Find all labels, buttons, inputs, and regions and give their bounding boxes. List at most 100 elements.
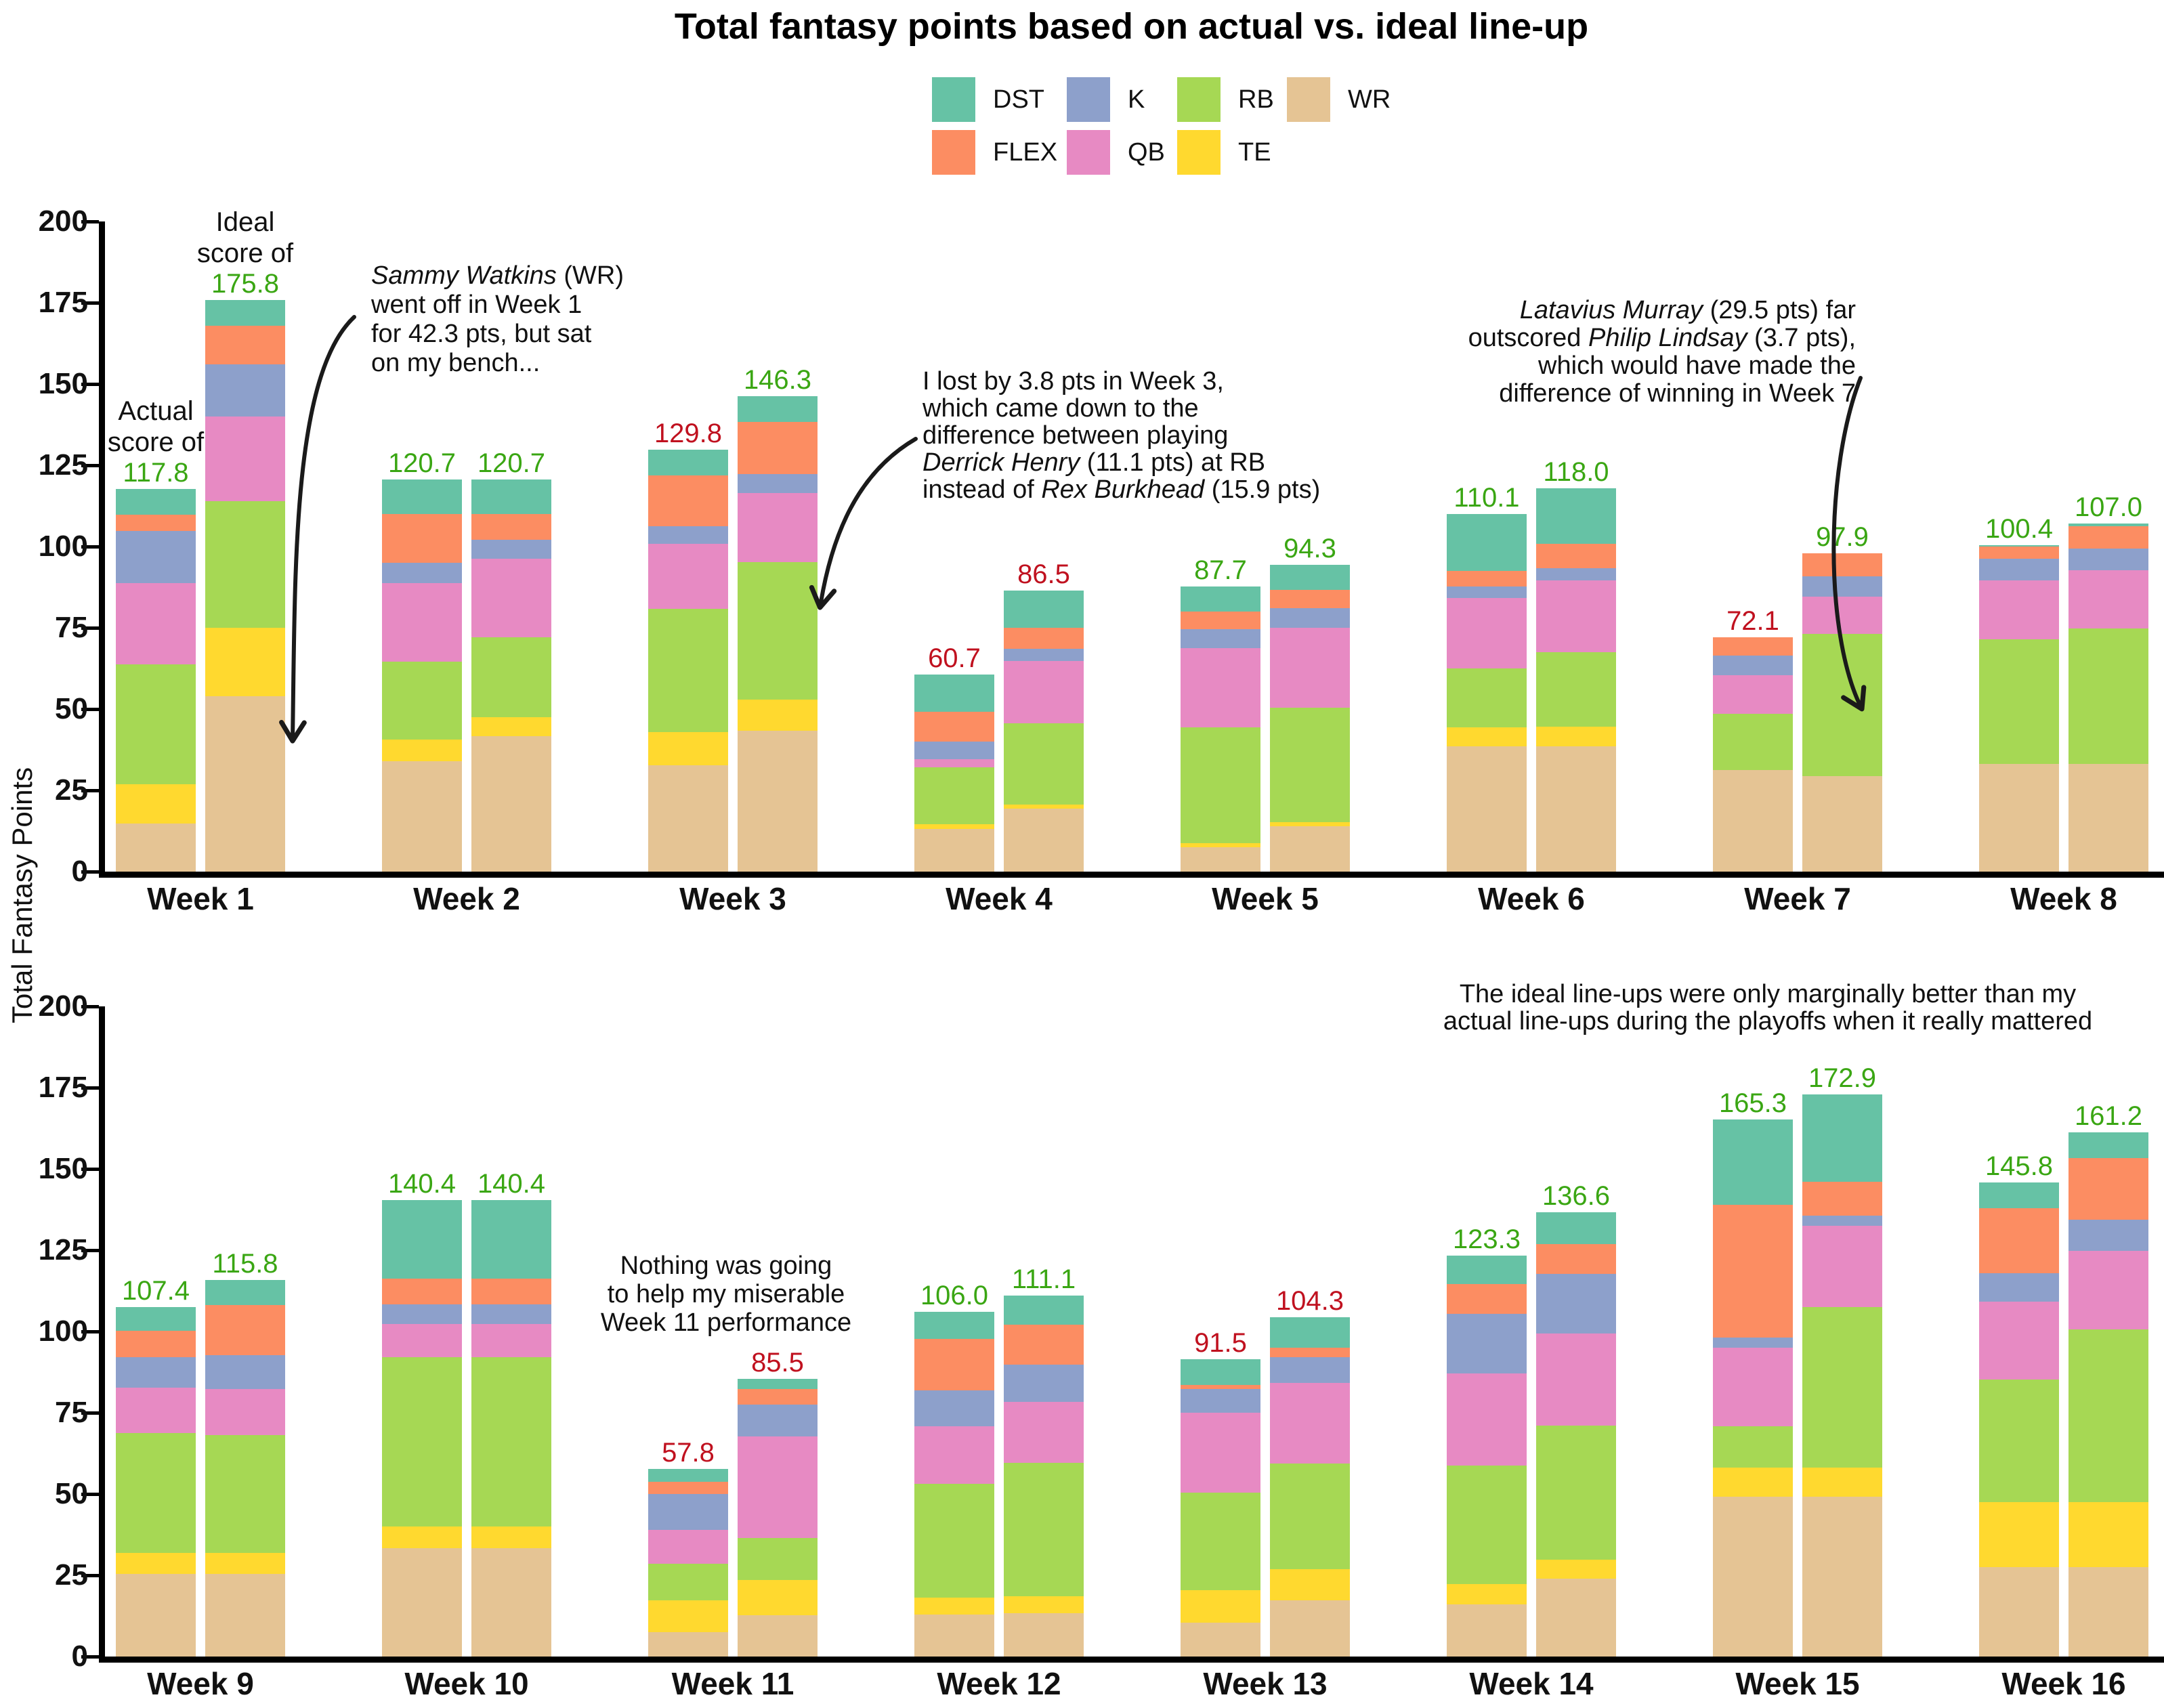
value-label-actual: 91.5: [1194, 1327, 1247, 1358]
bar-segment-te: [914, 1597, 994, 1615]
bar-segment-flex: [1181, 1384, 1260, 1390]
bar-segment-k: [1181, 1389, 1260, 1413]
bar-segment-qb: [382, 582, 462, 662]
bar-segment-wr: [914, 828, 994, 872]
value-label-ideal: 172.9: [1808, 1063, 1877, 1094]
legend-item-k: K: [1067, 77, 1145, 122]
k-swatch-icon: [1067, 77, 1110, 122]
y-tick-label: 100: [38, 1315, 88, 1348]
bar-segment-k: [648, 526, 728, 544]
bar-segment-rb: [1979, 639, 2059, 765]
bar-segment-k: [1979, 558, 2059, 580]
bar-segment-te: [1181, 1589, 1260, 1623]
x-tick-label-week-4: Week 4: [946, 881, 1053, 916]
y-tick-mark: [81, 626, 99, 630]
bar-segment-rb: [2068, 1329, 2148, 1502]
bar-segment-wr: [116, 823, 196, 872]
legend-item-flex: FLEX: [932, 130, 1057, 175]
bar-segment-qb: [1802, 1226, 1882, 1307]
bar-segment-qb: [1004, 661, 1084, 723]
bar-segment-qb: [648, 1529, 728, 1564]
bar-segment-flex: [1270, 1348, 1350, 1358]
legend-item-dst: DST: [932, 77, 1044, 122]
y-tick-label: 75: [55, 1396, 88, 1429]
bar-segment-k: [2068, 548, 2148, 571]
y-tick-mark: [81, 301, 99, 305]
bar-segment-qb: [205, 417, 285, 501]
bar-segment-dst: [1979, 1182, 2059, 1209]
bar-segment-dst: [1004, 1295, 1084, 1325]
bar-segment-rb: [382, 661, 462, 740]
x-tick-label-week-3: Week 3: [679, 881, 786, 916]
y-tick-label: 100: [38, 530, 88, 563]
bar-segment-wr: [1979, 764, 2059, 872]
value-label-ideal: 161.2: [2074, 1101, 2143, 1132]
bar-segment-wr: [738, 1615, 818, 1657]
bar-segment-flex: [914, 711, 994, 742]
y-axis-title: Total Fantasy Points: [6, 767, 38, 1024]
bar-segment-dst: [1004, 590, 1084, 628]
sammy-watkins-arrow: [279, 315, 356, 744]
bar-segment-qb: [1181, 1413, 1260, 1493]
bar-segment-wr: [1447, 746, 1527, 872]
bar-segment-te: [1270, 822, 1350, 827]
bar-segment-qb: [116, 582, 196, 664]
bar-segment-k: [1802, 1215, 1882, 1226]
bar-segment-te: [1270, 1569, 1350, 1600]
bar-segment-rb: [1447, 668, 1527, 728]
value-label-actual: 106.0: [920, 1281, 989, 1311]
bar-segment-wr: [116, 1573, 196, 1657]
legend-label: DST: [993, 85, 1044, 114]
value-label-ideal: 104.3: [1275, 1286, 1344, 1317]
value-label-ideal: 85.5: [751, 1347, 804, 1378]
bar-segment-qb: [382, 1324, 462, 1357]
value-label-actual: 123.3: [1452, 1224, 1521, 1255]
bar-segment-qb: [205, 1389, 285, 1435]
x-tick-label-week-13: Week 13: [1203, 1666, 1328, 1701]
y-tick-mark: [81, 463, 99, 467]
bar-segment-k: [1270, 1357, 1350, 1384]
bar-segment-k: [471, 1304, 551, 1325]
value-label-ideal: 120.7: [477, 448, 546, 478]
bar-segment-qb: [648, 543, 728, 609]
legend-item-te: TE: [1177, 130, 1271, 175]
bar-segment-k: [1004, 648, 1084, 662]
bar-segment-rb: [1802, 633, 1882, 776]
x-tick-label-week-2: Week 2: [413, 881, 520, 916]
bar-segment-wr: [1270, 826, 1350, 872]
bar-segment-rb: [1536, 652, 1616, 727]
sammy-watkins-note: Sammy Watkins (WR) went off in Week 1 for …: [371, 261, 624, 377]
bar-segment-k: [1713, 655, 1793, 676]
bar-segment-te: [1181, 842, 1260, 848]
bar-segment-wr: [1536, 746, 1616, 872]
bar-segment-qb: [1181, 648, 1260, 728]
bar-segment-te: [116, 784, 196, 824]
value-label-ideal: 175.8: [211, 269, 280, 299]
bar-segment-rb: [1270, 1464, 1350, 1570]
x-tick-label-week-1: Week 1: [147, 881, 254, 916]
chart-title: Total fantasy points based on actual vs.…: [674, 6, 1589, 47]
value-label-ideal: 118.0: [1543, 456, 1609, 487]
latavius-note: Latavius Murray (29.5 pts) far outscored …: [1468, 296, 1856, 408]
bar-segment-te: [2068, 1501, 2148, 1568]
bar-segment-wr: [2068, 1567, 2148, 1657]
bar-segment-dst: [914, 674, 994, 712]
bar-segment-wr: [738, 731, 818, 872]
bar-segment-rb: [382, 1357, 462, 1526]
bar-segment-wr: [471, 1548, 551, 1657]
bar-segment-k: [1536, 1274, 1616, 1333]
y-tick-mark: [81, 1248, 99, 1252]
bar-segment-dst: [205, 300, 285, 326]
value-label-actual: 120.7: [387, 448, 457, 478]
bar-segment-rb: [116, 664, 196, 785]
bar-segment-wr: [382, 761, 462, 872]
bar-segment-k: [205, 1355, 285, 1390]
bar-segment-qb: [471, 1324, 551, 1357]
bar-segment-te: [738, 700, 818, 731]
bar-segment-te: [648, 1600, 728, 1632]
bar-segment-dst: [1713, 1119, 1793, 1205]
bar-segment-te: [1004, 805, 1084, 809]
bar-segment-te: [471, 717, 551, 737]
bar-segment-k: [116, 1357, 196, 1388]
